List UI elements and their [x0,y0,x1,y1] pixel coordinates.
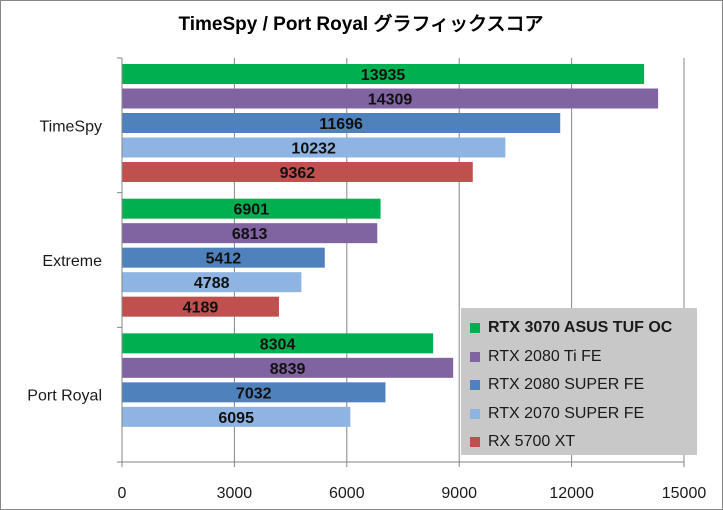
data-label: 5412 [206,251,242,268]
x-tick-label: 12000 [549,485,594,502]
legend-swatch [470,408,480,419]
data-label: 14309 [368,92,413,109]
bar [122,333,434,354]
bar [122,113,561,133]
legend-swatch [470,323,480,334]
category-label: Extreme [42,253,102,270]
category-label: TimeSpy [39,118,102,135]
data-label: 6813 [232,226,268,243]
category-label: Port Royal [27,388,102,405]
data-label: 9362 [280,165,316,182]
data-label: 4189 [183,300,219,317]
bar [122,247,325,268]
legend-swatch [470,380,480,391]
bar [122,272,302,293]
legend-label: RTX 2080 Ti FE [488,347,602,365]
bar [122,64,645,84]
x-tick-label: 0 [118,485,127,502]
bar [122,88,659,109]
axes: 0 3000 6000 9000 12000 15000 TimeSpy Extreme Por… [27,57,707,502]
data-label: 4788 [194,275,230,292]
legend-item: RTX 2080 SUPER FE [470,371,697,400]
legend-item: RX 5700 XT [470,428,697,457]
bar [122,223,378,244]
legend-item: RTX 2070 SUPER FE [470,400,697,429]
data-label: 6901 [233,202,269,219]
legend-item: RTX 2080 Ti FE [470,343,697,372]
data-label: 8839 [270,361,306,378]
x-tick-label: 3000 [217,485,253,502]
legend-label: RX 5700 XT [488,433,576,451]
legend: RTX 3070 ASUS TUF OC RTX 2080 Ti FE RTX 20… [461,308,697,455]
data-label: 11696 [319,116,363,133]
legend-label: RTX 2070 SUPER FE [488,404,645,422]
bar [122,357,454,378]
data-label: 13935 [361,67,406,84]
data-label: 7032 [236,385,272,402]
data-label: 8304 [260,336,296,353]
bars: 13935 14309 11696 10232 9362 6901 6813 5412 4788… [122,64,659,427]
x-tick-label: 15000 [662,485,707,502]
bar [122,406,351,427]
legend-label: RTX 2080 SUPER FE [488,376,645,394]
data-label: 10232 [291,141,336,158]
bar [122,382,386,403]
legend-label: RTX 3070 ASUS TUF OC [488,319,673,337]
chart-title: TimeSpy / Port Royal グラフィックスコア [178,12,543,35]
legend-item: RTX 3070 ASUS TUF OC [470,314,697,343]
x-tick-label: 6000 [329,485,365,502]
legend-swatch [470,437,480,448]
x-tick-label: 9000 [441,485,477,502]
data-label: 6095 [218,410,254,427]
bar [122,198,381,219]
bar [122,137,506,158]
bar [122,162,473,182]
legend-swatch [470,351,480,362]
bar [122,296,279,317]
